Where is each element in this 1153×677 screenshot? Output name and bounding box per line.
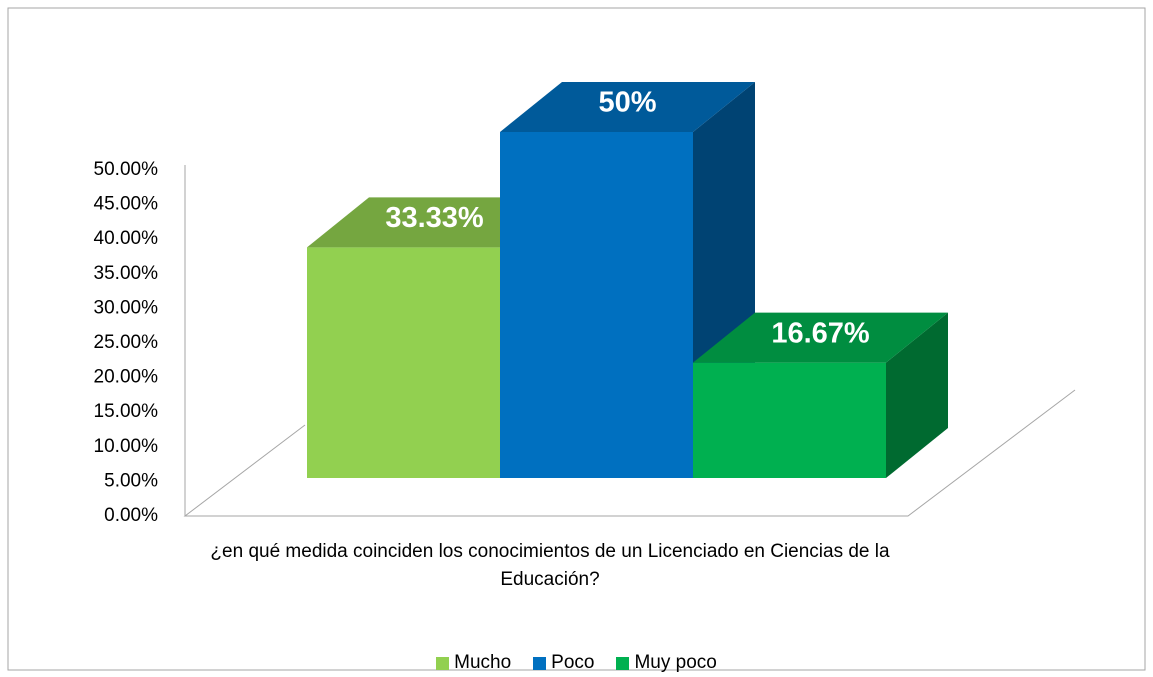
bar-top	[500, 82, 755, 132]
value-label: 50%	[598, 87, 656, 119]
legend: Mucho Poco Muy poco	[0, 652, 1153, 674]
legend-item: Mucho	[436, 652, 511, 674]
y-tick-label: 40.00%	[94, 228, 159, 249]
bar	[500, 132, 693, 478]
legend-item: Muy poco	[616, 652, 717, 674]
y-tick-label: 35.00%	[94, 263, 159, 284]
value-label: 33.33%	[385, 202, 484, 234]
y-tick-label: 30.00%	[94, 297, 159, 318]
y-tick-label: 5.00%	[104, 470, 158, 491]
y-tick-label: 45.00%	[94, 194, 159, 215]
x-axis-label: ¿en qué medida coinciden los conocimient…	[210, 541, 890, 590]
y-tick-label: 20.00%	[94, 367, 159, 388]
legend-label: Mucho	[454, 652, 512, 673]
y-tick-label: 50.00%	[94, 159, 159, 180]
bar	[307, 247, 500, 478]
bar-top	[693, 312, 948, 363]
y-tick-label: 10.00%	[94, 436, 159, 457]
legend-swatch	[533, 656, 547, 670]
y-tick-label: 15.00%	[94, 401, 159, 422]
legend-swatch	[616, 656, 630, 670]
value-label: 16.67%	[771, 317, 870, 349]
chart-border	[7, 7, 1146, 671]
bar-side	[886, 312, 948, 478]
y-tick-label: 0.00%	[104, 505, 158, 526]
legend-swatch	[436, 656, 450, 670]
legend-label: Muy poco	[634, 652, 717, 673]
floor	[183, 389, 1076, 517]
legend-label: Poco	[551, 652, 595, 673]
legend-item: Poco	[533, 652, 594, 674]
bar	[693, 362, 886, 478]
bar-top	[307, 197, 562, 248]
y-tick-label: 25.00%	[94, 332, 159, 353]
